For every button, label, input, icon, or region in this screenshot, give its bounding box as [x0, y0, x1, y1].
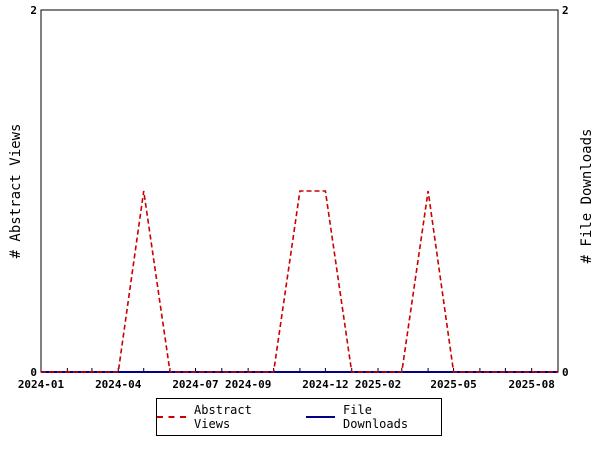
x-tick-label: 2025-02	[355, 378, 401, 391]
x-tick-label: 2024-04	[95, 378, 142, 391]
x-tick-labels: 2024-01 2024-04 2024-07 2024-09 2024-12 2025-…	[18, 378, 555, 391]
x-tick-label: 2024-01	[18, 378, 65, 391]
y-left-tick-label: 2	[30, 4, 37, 17]
legend-label: Abstract Views	[194, 403, 252, 431]
x-tick-label: 2024-12	[302, 378, 348, 391]
y-right-tick-label: 0	[562, 366, 569, 379]
y-axis-title-right: # File Downloads	[579, 129, 595, 264]
x-tick-label: 2024-07	[172, 378, 218, 391]
legend-item-file-downloads: File Downloads	[306, 403, 441, 431]
y-right-tick-label: 2	[562, 4, 569, 17]
x-tick-label: 2025-08	[509, 378, 555, 391]
series-line-abstract-views	[41, 190, 558, 373]
x-tick-label: 2025-05	[430, 378, 476, 391]
legend-item-abstract-views: Abstract Views	[157, 403, 292, 431]
legend: Abstract Views File Downloads	[156, 398, 442, 436]
x-tick-label: 2024-09	[225, 378, 271, 391]
legend-swatch-dashed	[157, 416, 187, 418]
legend-label: File Downloads	[343, 403, 409, 431]
series-layer	[41, 190, 558, 373]
y-left-tick-label: 0	[30, 366, 37, 379]
legend-swatch-solid	[306, 416, 336, 418]
y-axis-title-left: # Abstract Views	[8, 124, 24, 259]
